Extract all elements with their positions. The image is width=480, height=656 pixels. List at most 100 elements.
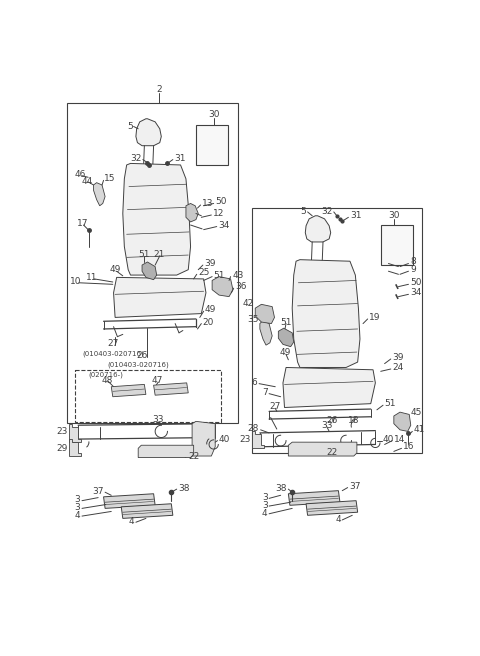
Text: 50: 50 [410,278,421,287]
Text: 7: 7 [262,388,267,398]
Text: 39: 39 [392,353,404,362]
Text: 41: 41 [414,425,425,434]
Text: 3: 3 [75,503,81,512]
Polygon shape [104,494,155,508]
Text: 19: 19 [369,313,381,322]
Polygon shape [142,262,156,279]
Text: 16: 16 [403,442,415,451]
Polygon shape [278,328,294,346]
Text: 42: 42 [242,299,254,308]
Polygon shape [192,421,215,456]
Text: 37: 37 [349,482,360,491]
Text: 2: 2 [156,85,162,94]
Text: 49: 49 [110,265,121,274]
Text: 5: 5 [300,207,306,216]
Text: 46: 46 [75,171,86,180]
Text: 4: 4 [75,511,81,520]
Text: 14: 14 [394,434,405,443]
Polygon shape [305,216,331,242]
Bar [67,104,238,423]
Text: 26: 26 [137,352,148,360]
Bar [252,208,421,453]
Text: 20: 20 [202,318,214,327]
Text: 51: 51 [384,399,396,408]
Text: 36: 36 [235,282,247,291]
Text: 44: 44 [81,176,93,186]
Text: 49: 49 [204,305,216,314]
Text: 3: 3 [262,493,267,502]
Text: 34: 34 [218,220,229,230]
Text: 17: 17 [77,219,88,228]
Text: 51: 51 [138,250,150,258]
Text: 43: 43 [232,270,243,279]
Text: 47: 47 [152,376,163,385]
Text: 30: 30 [388,211,399,220]
Text: 11: 11 [86,273,97,282]
Text: 33: 33 [152,415,164,424]
Text: (010403-020716): (010403-020716) [83,350,144,357]
Text: 32: 32 [321,207,332,216]
Text: 31: 31 [350,211,361,220]
Text: 15: 15 [104,174,116,183]
Text: 4: 4 [129,517,134,526]
Polygon shape [288,442,357,456]
Text: 48: 48 [101,376,113,385]
Text: 34: 34 [410,288,421,297]
Text: 5: 5 [127,122,133,131]
Polygon shape [252,432,264,448]
Polygon shape [255,304,275,323]
Text: 31: 31 [174,154,186,163]
Text: 27: 27 [108,339,119,348]
Polygon shape [138,445,193,458]
Text: 23: 23 [239,434,251,443]
Text: 45: 45 [411,407,422,417]
Text: 51: 51 [214,270,225,279]
Polygon shape [111,384,146,397]
Bar [381,225,413,265]
Bar [196,125,228,165]
Text: 50: 50 [215,197,227,207]
Text: 22: 22 [188,451,200,461]
Text: (020716-): (020716-) [88,372,123,379]
Text: 51: 51 [280,318,291,327]
Text: 8: 8 [410,257,416,266]
Text: 27: 27 [269,402,280,411]
Polygon shape [94,182,105,206]
Text: 24: 24 [392,363,404,372]
Text: 21: 21 [154,250,165,258]
Text: 4: 4 [335,515,341,523]
Polygon shape [114,277,206,318]
Polygon shape [306,501,358,516]
Text: 49: 49 [279,348,290,358]
Polygon shape [123,163,191,275]
Polygon shape [292,260,360,367]
Text: 38: 38 [276,484,287,493]
Bar [75,370,221,422]
Text: 35: 35 [247,316,258,324]
Text: 37: 37 [92,487,104,496]
Polygon shape [69,439,81,456]
Text: 23: 23 [56,427,67,436]
Polygon shape [136,119,161,146]
Text: 28: 28 [248,424,259,433]
Text: 12: 12 [213,209,224,218]
Text: 39: 39 [204,259,216,268]
Polygon shape [186,203,198,222]
Text: 4: 4 [262,508,267,518]
Text: 32: 32 [130,154,141,163]
Text: 38: 38 [178,484,190,493]
Text: 30: 30 [208,110,219,119]
Polygon shape [212,277,233,297]
Polygon shape [69,424,81,442]
Text: 25: 25 [198,268,210,277]
Text: 18: 18 [348,416,360,425]
Text: 40: 40 [219,434,230,443]
Text: 3: 3 [262,501,267,510]
Text: 22: 22 [327,447,338,457]
Polygon shape [283,367,375,407]
Text: 26: 26 [327,416,338,425]
Polygon shape [394,412,411,432]
Text: 29: 29 [56,444,67,453]
Text: 10: 10 [71,277,82,287]
Text: 6: 6 [252,379,258,388]
